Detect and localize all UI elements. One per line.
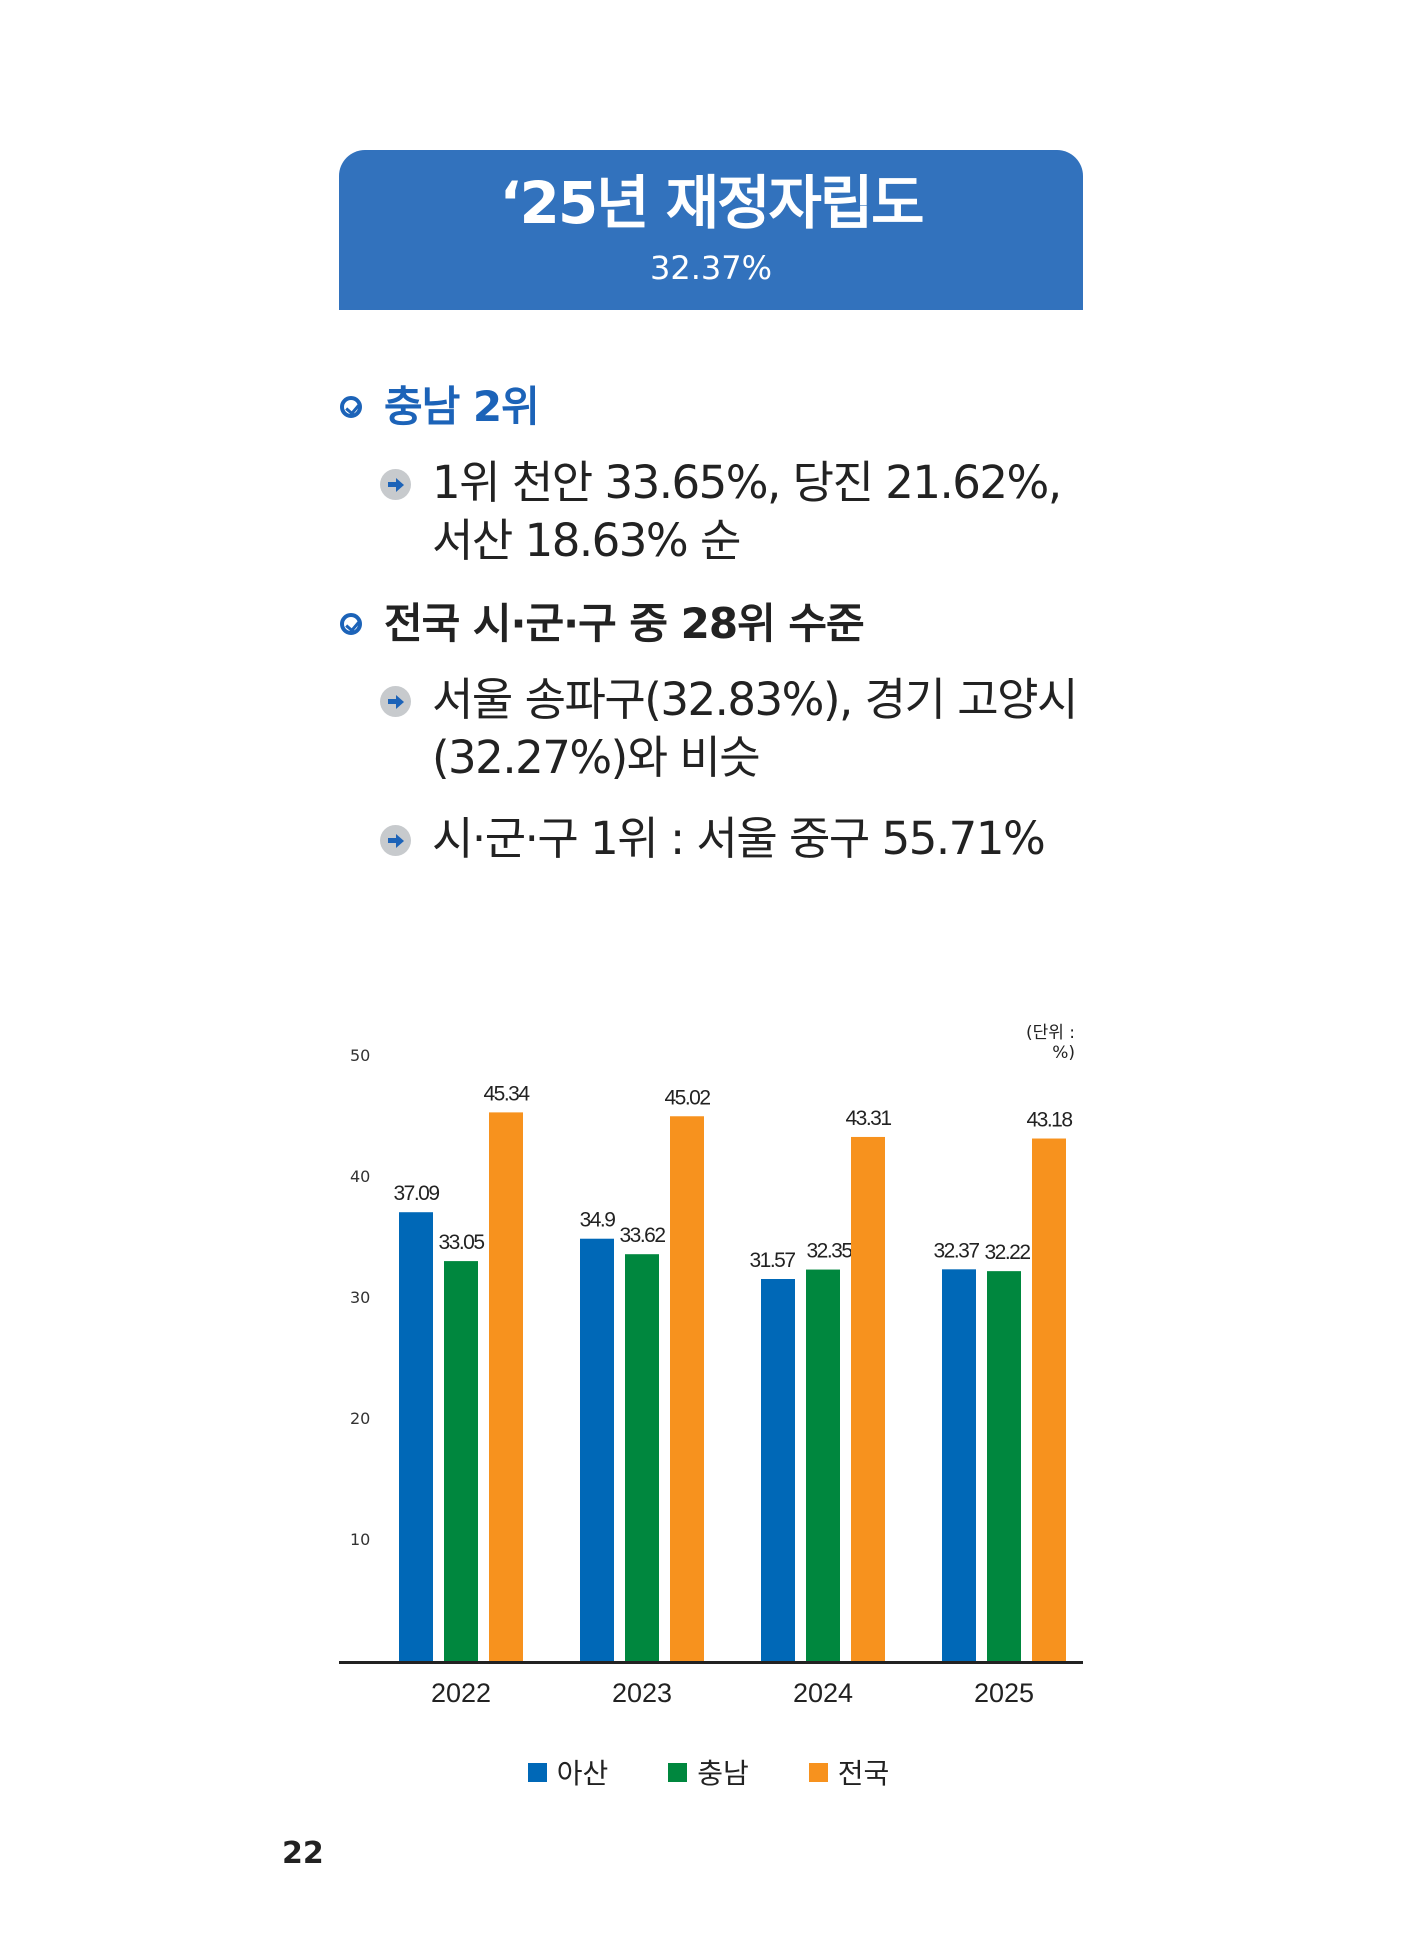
title-banner: ‘25년 재정자립도 32.37% <box>339 150 1083 310</box>
banner-title: ‘25년 재정자립도 <box>499 169 924 237</box>
bar-2024-아산 <box>761 1279 795 1661</box>
bar-2024-충남 <box>806 1269 840 1661</box>
legend-label: 전국 <box>837 1757 890 1790</box>
section2-heading-text: 전국 시·군·구 중 28위 수준 <box>384 599 865 648</box>
legend-label: 충남 <box>697 1757 749 1790</box>
y-tick-label: 50 <box>350 1046 370 1065</box>
section2-item-2: 시·군·구 1위 : 서울 중구 55.71% <box>380 810 1046 868</box>
check-icon <box>340 613 362 635</box>
section1-item-1: 1위 천안 33.65%, 당진 21.62%, 서산 18.63% 순 <box>380 454 1062 570</box>
item-line: (32.27%)와 비슷 <box>432 731 761 784</box>
bar-2022-아산 <box>399 1212 433 1661</box>
arrow-icon <box>380 825 411 856</box>
legend-item-아산: 아산 <box>527 1752 609 1792</box>
arrow-icon <box>380 469 411 500</box>
legend-label: 아산 <box>556 1757 609 1790</box>
y-tick-label: 40 <box>350 1167 370 1186</box>
bar-2023-충남 <box>625 1254 659 1661</box>
chart-legend: 아산 충남 전국 <box>0 1752 1417 1792</box>
legend-swatch <box>527 1762 547 1782</box>
item-line: 서산 18.63% 순 <box>432 514 741 567</box>
legend-item-전국: 전국 <box>808 1752 890 1792</box>
section2-item-1: 서울 송파구(32.83%), 경기 고양시 (32.27%)와 비슷 <box>380 671 1078 787</box>
arrow-icon <box>380 686 411 717</box>
legend-swatch <box>808 1762 828 1782</box>
item-line: 시·군·구 1위 : 서울 중구 55.71% <box>432 812 1046 865</box>
data-label: 33.05 <box>438 1231 484 1254</box>
section1-heading: 충남 2위 <box>340 382 540 431</box>
y-tick-label: 20 <box>350 1409 370 1428</box>
data-label: 43.18 <box>1026 1109 1072 1132</box>
bar-2025-전국 <box>1032 1138 1066 1661</box>
chart-unit-label: (단위 : %) <box>1025 1023 1075 1063</box>
data-label: 34.9 <box>580 1209 616 1232</box>
bar-2023-아산 <box>580 1238 614 1661</box>
bar-2022-충남 <box>444 1261 478 1661</box>
y-tick-label: 10 <box>350 1530 370 1549</box>
data-label: 32.37 <box>933 1239 979 1262</box>
y-tick-label: 30 <box>350 1288 370 1307</box>
x-tick-label: 2025 <box>974 1678 1034 1708</box>
data-label: 33.62 <box>619 1224 665 1247</box>
page-number: 22 <box>282 1836 324 1871</box>
item-line: 서울 송파구(32.83%), 경기 고양시 <box>432 673 1078 726</box>
bar-2024-전국 <box>851 1136 885 1661</box>
data-label: 31.57 <box>749 1249 795 1272</box>
legend-item-충남: 충남 <box>668 1752 749 1792</box>
bar-2022-전국 <box>489 1112 523 1661</box>
data-label: 32.22 <box>984 1241 1030 1264</box>
bar-2025-아산 <box>942 1269 976 1661</box>
data-label: 45.34 <box>483 1082 530 1105</box>
check-icon <box>340 396 362 418</box>
section2-heading: 전국 시·군·구 중 28위 수준 <box>340 599 865 648</box>
x-tick-label: 2022 <box>431 1678 491 1708</box>
section1-heading-text: 충남 2위 <box>384 382 540 431</box>
bar-2025-충남 <box>987 1271 1021 1661</box>
data-label: 45.02 <box>664 1086 710 1109</box>
bar-2023-전국 <box>670 1116 704 1661</box>
x-tick-label: 2023 <box>612 1678 672 1708</box>
item-line: 1위 천안 33.65%, 당진 21.62%, <box>432 456 1062 509</box>
legend-swatch <box>668 1762 688 1782</box>
banner-value: 32.37% <box>649 249 772 287</box>
data-label: 43.31 <box>845 1107 891 1130</box>
x-tick-label: 2024 <box>793 1678 853 1708</box>
data-label: 32.35 <box>806 1240 852 1263</box>
data-label: 37.09 <box>393 1182 439 1205</box>
